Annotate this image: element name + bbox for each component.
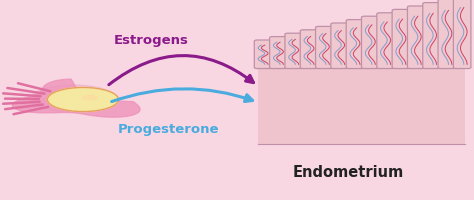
Ellipse shape: [47, 88, 118, 112]
FancyBboxPatch shape: [300, 31, 318, 69]
Polygon shape: [12, 80, 140, 118]
Bar: [258, 64, 465, 144]
FancyBboxPatch shape: [423, 4, 440, 69]
FancyBboxPatch shape: [408, 7, 425, 69]
FancyBboxPatch shape: [453, 0, 471, 69]
FancyArrowPatch shape: [112, 89, 253, 102]
Ellipse shape: [31, 86, 116, 112]
Ellipse shape: [83, 96, 97, 100]
Text: Progesterone: Progesterone: [118, 123, 219, 135]
FancyBboxPatch shape: [316, 27, 333, 69]
Text: Estrogens: Estrogens: [114, 34, 189, 46]
FancyBboxPatch shape: [392, 10, 410, 69]
FancyBboxPatch shape: [377, 14, 394, 69]
FancyBboxPatch shape: [331, 24, 348, 69]
FancyBboxPatch shape: [346, 20, 364, 69]
FancyBboxPatch shape: [362, 17, 379, 69]
FancyBboxPatch shape: [285, 34, 302, 69]
FancyArrowPatch shape: [109, 56, 254, 85]
FancyBboxPatch shape: [270, 37, 287, 69]
FancyBboxPatch shape: [255, 41, 272, 69]
Text: Endometrium: Endometrium: [293, 165, 404, 179]
FancyBboxPatch shape: [438, 0, 456, 69]
